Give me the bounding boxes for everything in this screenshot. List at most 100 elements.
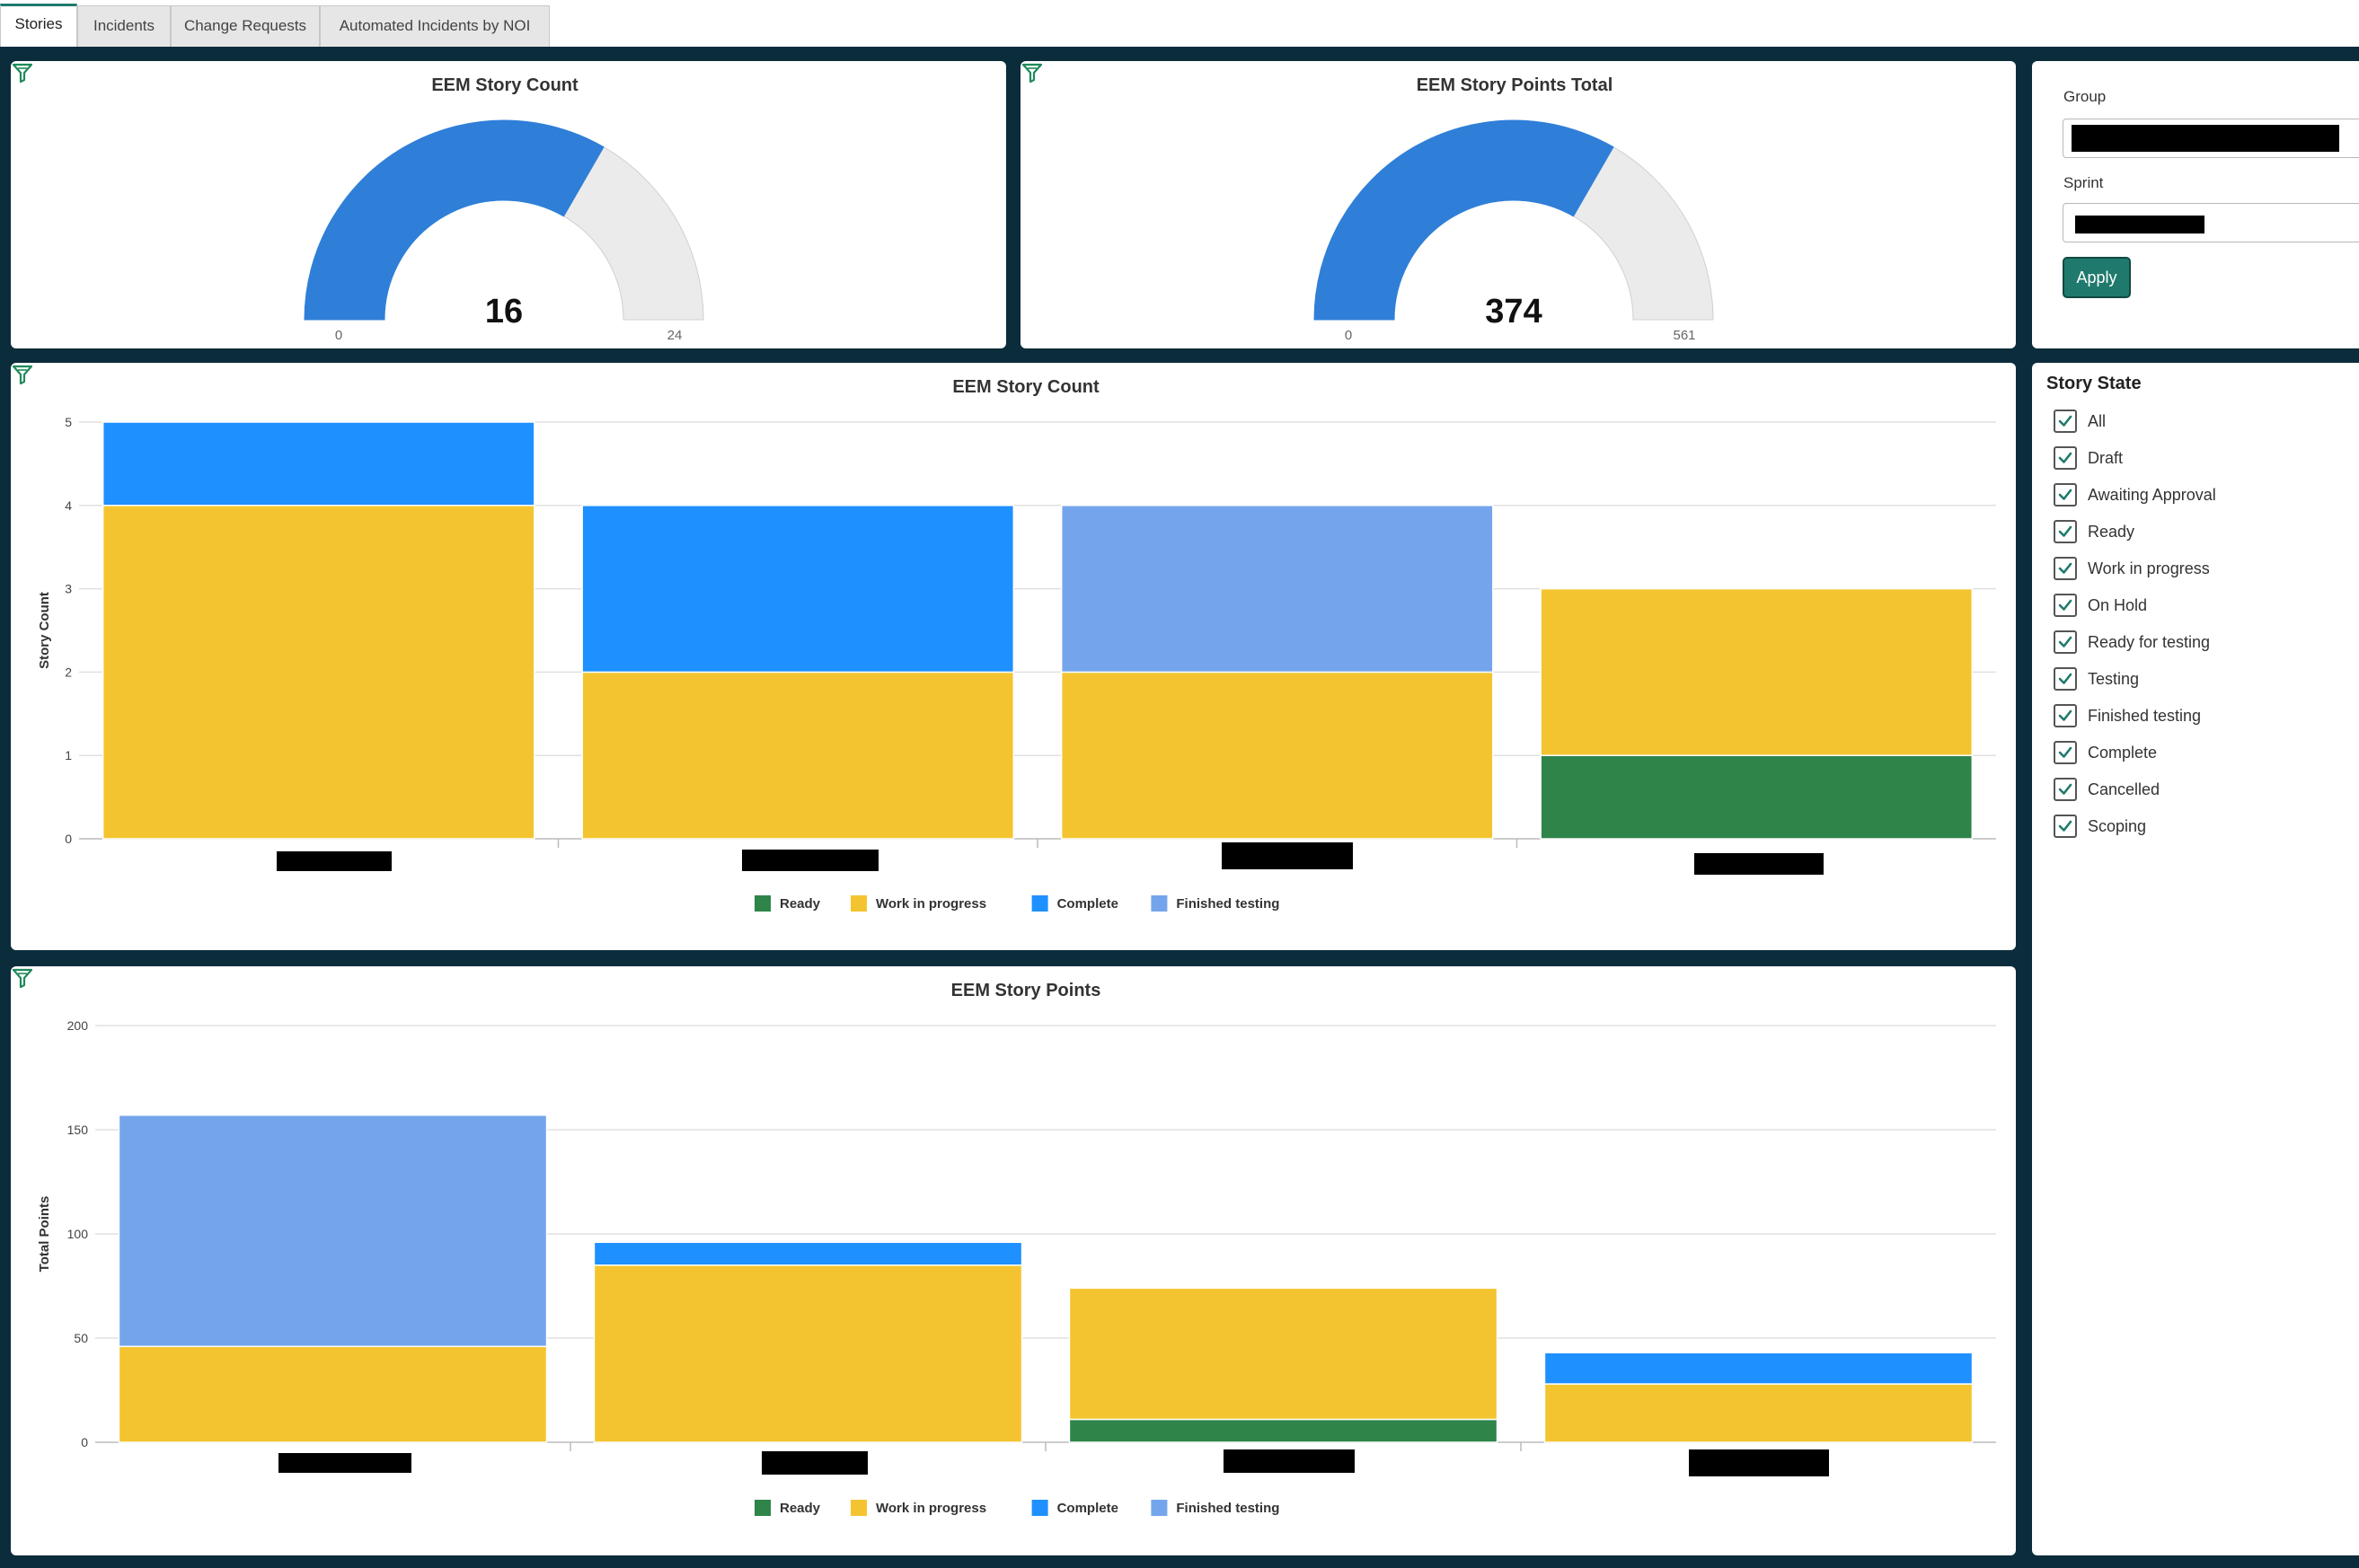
gauge-track <box>562 146 704 321</box>
redacted-category-label <box>742 850 879 871</box>
tab-incidents[interactable]: Incidents <box>77 5 171 47</box>
redacted-sprint-value <box>2075 216 2204 233</box>
filter-icon[interactable] <box>1020 61 1044 84</box>
checkbox[interactable] <box>2054 741 2077 764</box>
filter-icon[interactable] <box>11 966 34 990</box>
gauge-value: 374 <box>1485 293 1542 330</box>
bar-segment[interactable] <box>1543 1352 1974 1385</box>
legend-swatch <box>755 1500 771 1516</box>
redacted-category-label <box>1694 853 1824 875</box>
story-state-label: Ready for testing <box>2088 633 2211 651</box>
bar-segment[interactable] <box>1543 1383 1974 1443</box>
checkmark-icon <box>2058 415 2072 427</box>
apply-button[interactable]: Apply <box>2063 257 2131 298</box>
checkbox[interactable] <box>2054 483 2077 507</box>
bar-segment[interactable] <box>1540 587 1974 756</box>
gauge-chart: EEM Story Count 16 0 24 <box>304 75 704 343</box>
checkbox[interactable] <box>2054 520 2077 543</box>
checkbox[interactable] <box>2054 704 2077 727</box>
gauge-max-label: 561 <box>1673 328 1695 343</box>
bar-segment[interactable] <box>581 505 1015 674</box>
redacted-category-label <box>1689 1449 1829 1476</box>
bar-segment[interactable] <box>102 505 535 840</box>
legend-label[interactable]: Work in progress <box>876 1501 986 1516</box>
checkbox[interactable] <box>2054 446 2077 470</box>
y-tick-label: 0 <box>65 832 72 846</box>
legend-swatch <box>1031 895 1048 912</box>
legend-swatch <box>755 895 771 912</box>
bar-segment[interactable] <box>593 1241 1023 1266</box>
legend-label[interactable]: Complete <box>1057 1501 1118 1516</box>
legend-label[interactable]: Finished testing <box>1176 1501 1279 1516</box>
redacted-category-label <box>1222 842 1353 869</box>
y-tick-label: 200 <box>67 1018 89 1033</box>
legend-label[interactable]: Ready <box>780 896 821 912</box>
gauge-title: EEM Story Count <box>431 75 579 95</box>
checkbox[interactable] <box>2054 410 2077 433</box>
checkmark-icon <box>2058 783 2072 795</box>
story-count-gauge-panel: EEM Story Count 16 0 24 <box>11 61 1006 348</box>
y-axis-label: Total Points <box>37 1196 52 1273</box>
y-tick-label: 1 <box>65 748 72 762</box>
bar-segment[interactable] <box>1068 1418 1498 1443</box>
tab-automated-incidents[interactable]: Automated Incidents by NOI <box>320 5 550 47</box>
story-state-label: Scoping <box>2088 817 2147 835</box>
story-state-label: Work in progress <box>2088 559 2210 577</box>
gauge-chart: EEM Story Points Total 374 0 561 <box>1313 75 1714 343</box>
gauge-track <box>1572 146 1714 321</box>
legend-swatch <box>851 895 867 912</box>
bar-segment[interactable] <box>1068 1287 1498 1421</box>
tab-bar: Stories Incidents Change Requests Automa… <box>0 0 2359 47</box>
checkbox[interactable] <box>2054 557 2077 580</box>
story-state-label: Complete <box>2088 744 2158 762</box>
sprint-label: Sprint <box>2063 174 2104 191</box>
tab-change-requests[interactable]: Change Requests <box>171 5 320 47</box>
gauge-min-label: 0 <box>1345 328 1352 343</box>
bar-segment[interactable] <box>1060 671 1494 840</box>
group-label: Group <box>2063 88 2107 105</box>
legend-swatch <box>851 1500 867 1516</box>
checkmark-icon <box>2058 673 2072 684</box>
bar-segment[interactable] <box>1540 754 1974 840</box>
gauge-title: EEM Story Points Total <box>1417 75 1613 95</box>
y-tick-label: 2 <box>65 665 72 679</box>
bar-segment[interactable] <box>593 1264 1023 1443</box>
story-count-bar-chart: EEM Story Count 0 1 2 3 4 5 Story Count Ready Wor… <box>37 377 1996 912</box>
legend-swatch <box>1151 895 1168 912</box>
y-tick-label: 100 <box>67 1227 89 1241</box>
legend-swatch <box>1151 1500 1168 1516</box>
bar-segment[interactable] <box>118 1114 548 1348</box>
checkbox[interactable] <box>2054 667 2077 691</box>
story-state-label: Cancelled <box>2088 780 2160 798</box>
y-tick-label: 3 <box>65 582 72 596</box>
gauge-fill <box>304 119 605 321</box>
legend-label[interactable]: Finished testing <box>1176 896 1279 912</box>
filter-icon[interactable] <box>11 61 34 84</box>
story-state-label: Awaiting Approval <box>2088 486 2216 504</box>
checkmark-icon <box>2058 525 2072 537</box>
redacted-category-label <box>1224 1449 1355 1473</box>
legend-label[interactable]: Ready <box>780 1501 821 1516</box>
y-tick-label: 150 <box>67 1123 89 1137</box>
checkbox[interactable] <box>2054 594 2077 617</box>
checkbox[interactable] <box>2054 630 2077 654</box>
story-state-label: Draft <box>2088 449 2124 467</box>
y-axis-label: Story Count <box>37 592 52 669</box>
bar-segment[interactable] <box>581 671 1015 840</box>
redacted-group-value <box>2072 125 2339 152</box>
checkmark-icon <box>2058 562 2072 574</box>
bar-segment[interactable] <box>118 1345 548 1443</box>
bar-segment[interactable] <box>102 421 535 507</box>
redacted-category-label <box>762 1451 868 1475</box>
y-tick-label: 0 <box>81 1435 88 1449</box>
checkbox[interactable] <box>2054 815 2077 838</box>
checkmark-icon <box>2058 709 2072 721</box>
checkbox[interactable] <box>2054 778 2077 801</box>
checkmark-icon <box>2058 636 2072 647</box>
gauge-max-label: 24 <box>667 328 683 343</box>
legend-label[interactable]: Complete <box>1057 896 1118 912</box>
legend-label[interactable]: Work in progress <box>876 896 986 912</box>
filter-icon[interactable] <box>11 363 34 386</box>
tab-stories[interactable]: Stories <box>0 4 77 47</box>
bar-segment[interactable] <box>1060 505 1494 674</box>
